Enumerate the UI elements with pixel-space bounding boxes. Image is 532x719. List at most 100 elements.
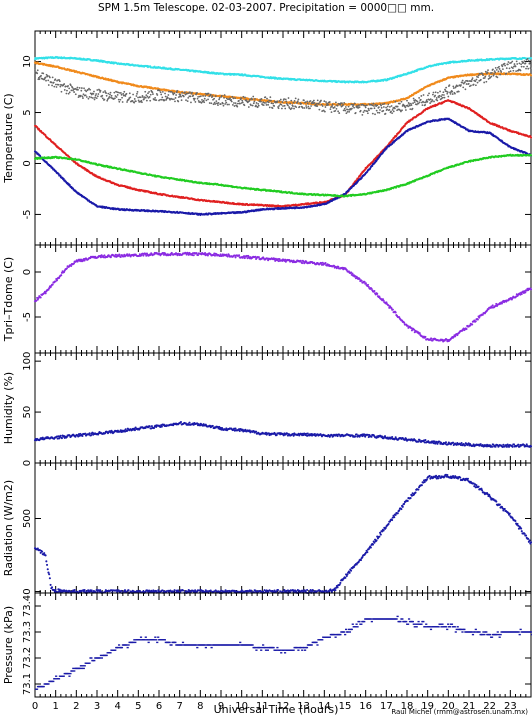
- data-point: [406, 99, 408, 102]
- data-point: [215, 100, 218, 102]
- data-point: [312, 99, 315, 102]
- data-point: [285, 100, 288, 103]
- data-point: [425, 99, 428, 101]
- data-point: [83, 87, 85, 90]
- data-point: [244, 96, 246, 99]
- data-point: [448, 84, 451, 86]
- data-point: [273, 105, 276, 107]
- data-point: [105, 94, 108, 97]
- data-point: [196, 97, 199, 100]
- y-tick-label: 5: [22, 109, 33, 115]
- data-point: [422, 94, 425, 96]
- data-point: [408, 104, 411, 107]
- data-point: [144, 96, 147, 99]
- data-point: [433, 100, 435, 103]
- data-point: [58, 80, 61, 83]
- data-point: [524, 62, 527, 65]
- data-point: [384, 112, 387, 115]
- data-point: [209, 93, 212, 96]
- data-point: [179, 93, 182, 96]
- data-point: [187, 97, 190, 99]
- data-point: [278, 104, 281, 107]
- data-point: [343, 101, 346, 104]
- data-point: [239, 102, 241, 105]
- data-point: [149, 93, 152, 96]
- data-point: [250, 104, 252, 107]
- data-point: [416, 100, 419, 103]
- data-point: [472, 83, 475, 86]
- data-point: [293, 99, 296, 102]
- data-point: [177, 100, 180, 103]
- data-point: [494, 71, 497, 74]
- data-point: [51, 84, 53, 87]
- data-point: [121, 101, 124, 103]
- data-point: [368, 109, 370, 112]
- data-point: [488, 75, 491, 77]
- data-point: [333, 106, 336, 108]
- data-point: [493, 73, 495, 75]
- data-point: [251, 104, 254, 107]
- data-point: [94, 96, 96, 99]
- data-point: [443, 96, 446, 99]
- data-point: [44, 76, 47, 79]
- data-point: [255, 102, 258, 104]
- data-point: [257, 102, 260, 105]
- data-point: [335, 101, 337, 104]
- data-point: [508, 70, 510, 73]
- data-point: [490, 75, 493, 78]
- data-point: [107, 92, 110, 95]
- data-point: [529, 57, 532, 60]
- data-point: [465, 83, 468, 85]
- data-point: [194, 101, 197, 103]
- data-point: [295, 106, 298, 109]
- data-point: [500, 70, 503, 73]
- data-point: [358, 104, 360, 107]
- data-point: [298, 105, 301, 108]
- data-point: [114, 97, 116, 100]
- data-point: [53, 85, 56, 88]
- data-point: [229, 97, 231, 100]
- data-point: [451, 93, 454, 95]
- data-point: [347, 105, 350, 108]
- data-point: [233, 105, 236, 107]
- data-point: [388, 108, 391, 111]
- data-point: [74, 93, 77, 96]
- data-point: [509, 70, 512, 73]
- data-point: [529, 67, 532, 70]
- data-point: [267, 101, 270, 104]
- data-point: [306, 100, 309, 103]
- data-point: [389, 105, 391, 108]
- data-point: [527, 67, 530, 70]
- data-point: [371, 104, 374, 107]
- data-point: [386, 105, 389, 108]
- data-point: [418, 97, 421, 99]
- data-point: [438, 96, 440, 99]
- data-point: [277, 107, 280, 110]
- data-point: [134, 100, 137, 103]
- data-point: [440, 95, 443, 98]
- data-point: [230, 100, 233, 103]
- data-point: [171, 98, 174, 101]
- data-point: [164, 92, 166, 95]
- data-point: [283, 104, 286, 107]
- data-point: [174, 100, 176, 103]
- data-point: [202, 99, 205, 102]
- data-point: [527, 59, 530, 62]
- series-3: [34, 57, 532, 116]
- data-point: [284, 107, 287, 110]
- data-point: [88, 96, 91, 98]
- data-point: [421, 104, 424, 106]
- data-point: [149, 99, 152, 102]
- data-point: [287, 97, 290, 99]
- data-point: [444, 88, 446, 91]
- data-point: [260, 97, 263, 100]
- data-point: [410, 104, 413, 106]
- data-point: [522, 65, 525, 68]
- data-point: [96, 95, 99, 98]
- data-point: [379, 109, 381, 111]
- data-point: [189, 95, 192, 98]
- data-point: [495, 68, 498, 71]
- data-point: [266, 97, 268, 100]
- data-point: [136, 92, 138, 95]
- data-point: [101, 97, 104, 100]
